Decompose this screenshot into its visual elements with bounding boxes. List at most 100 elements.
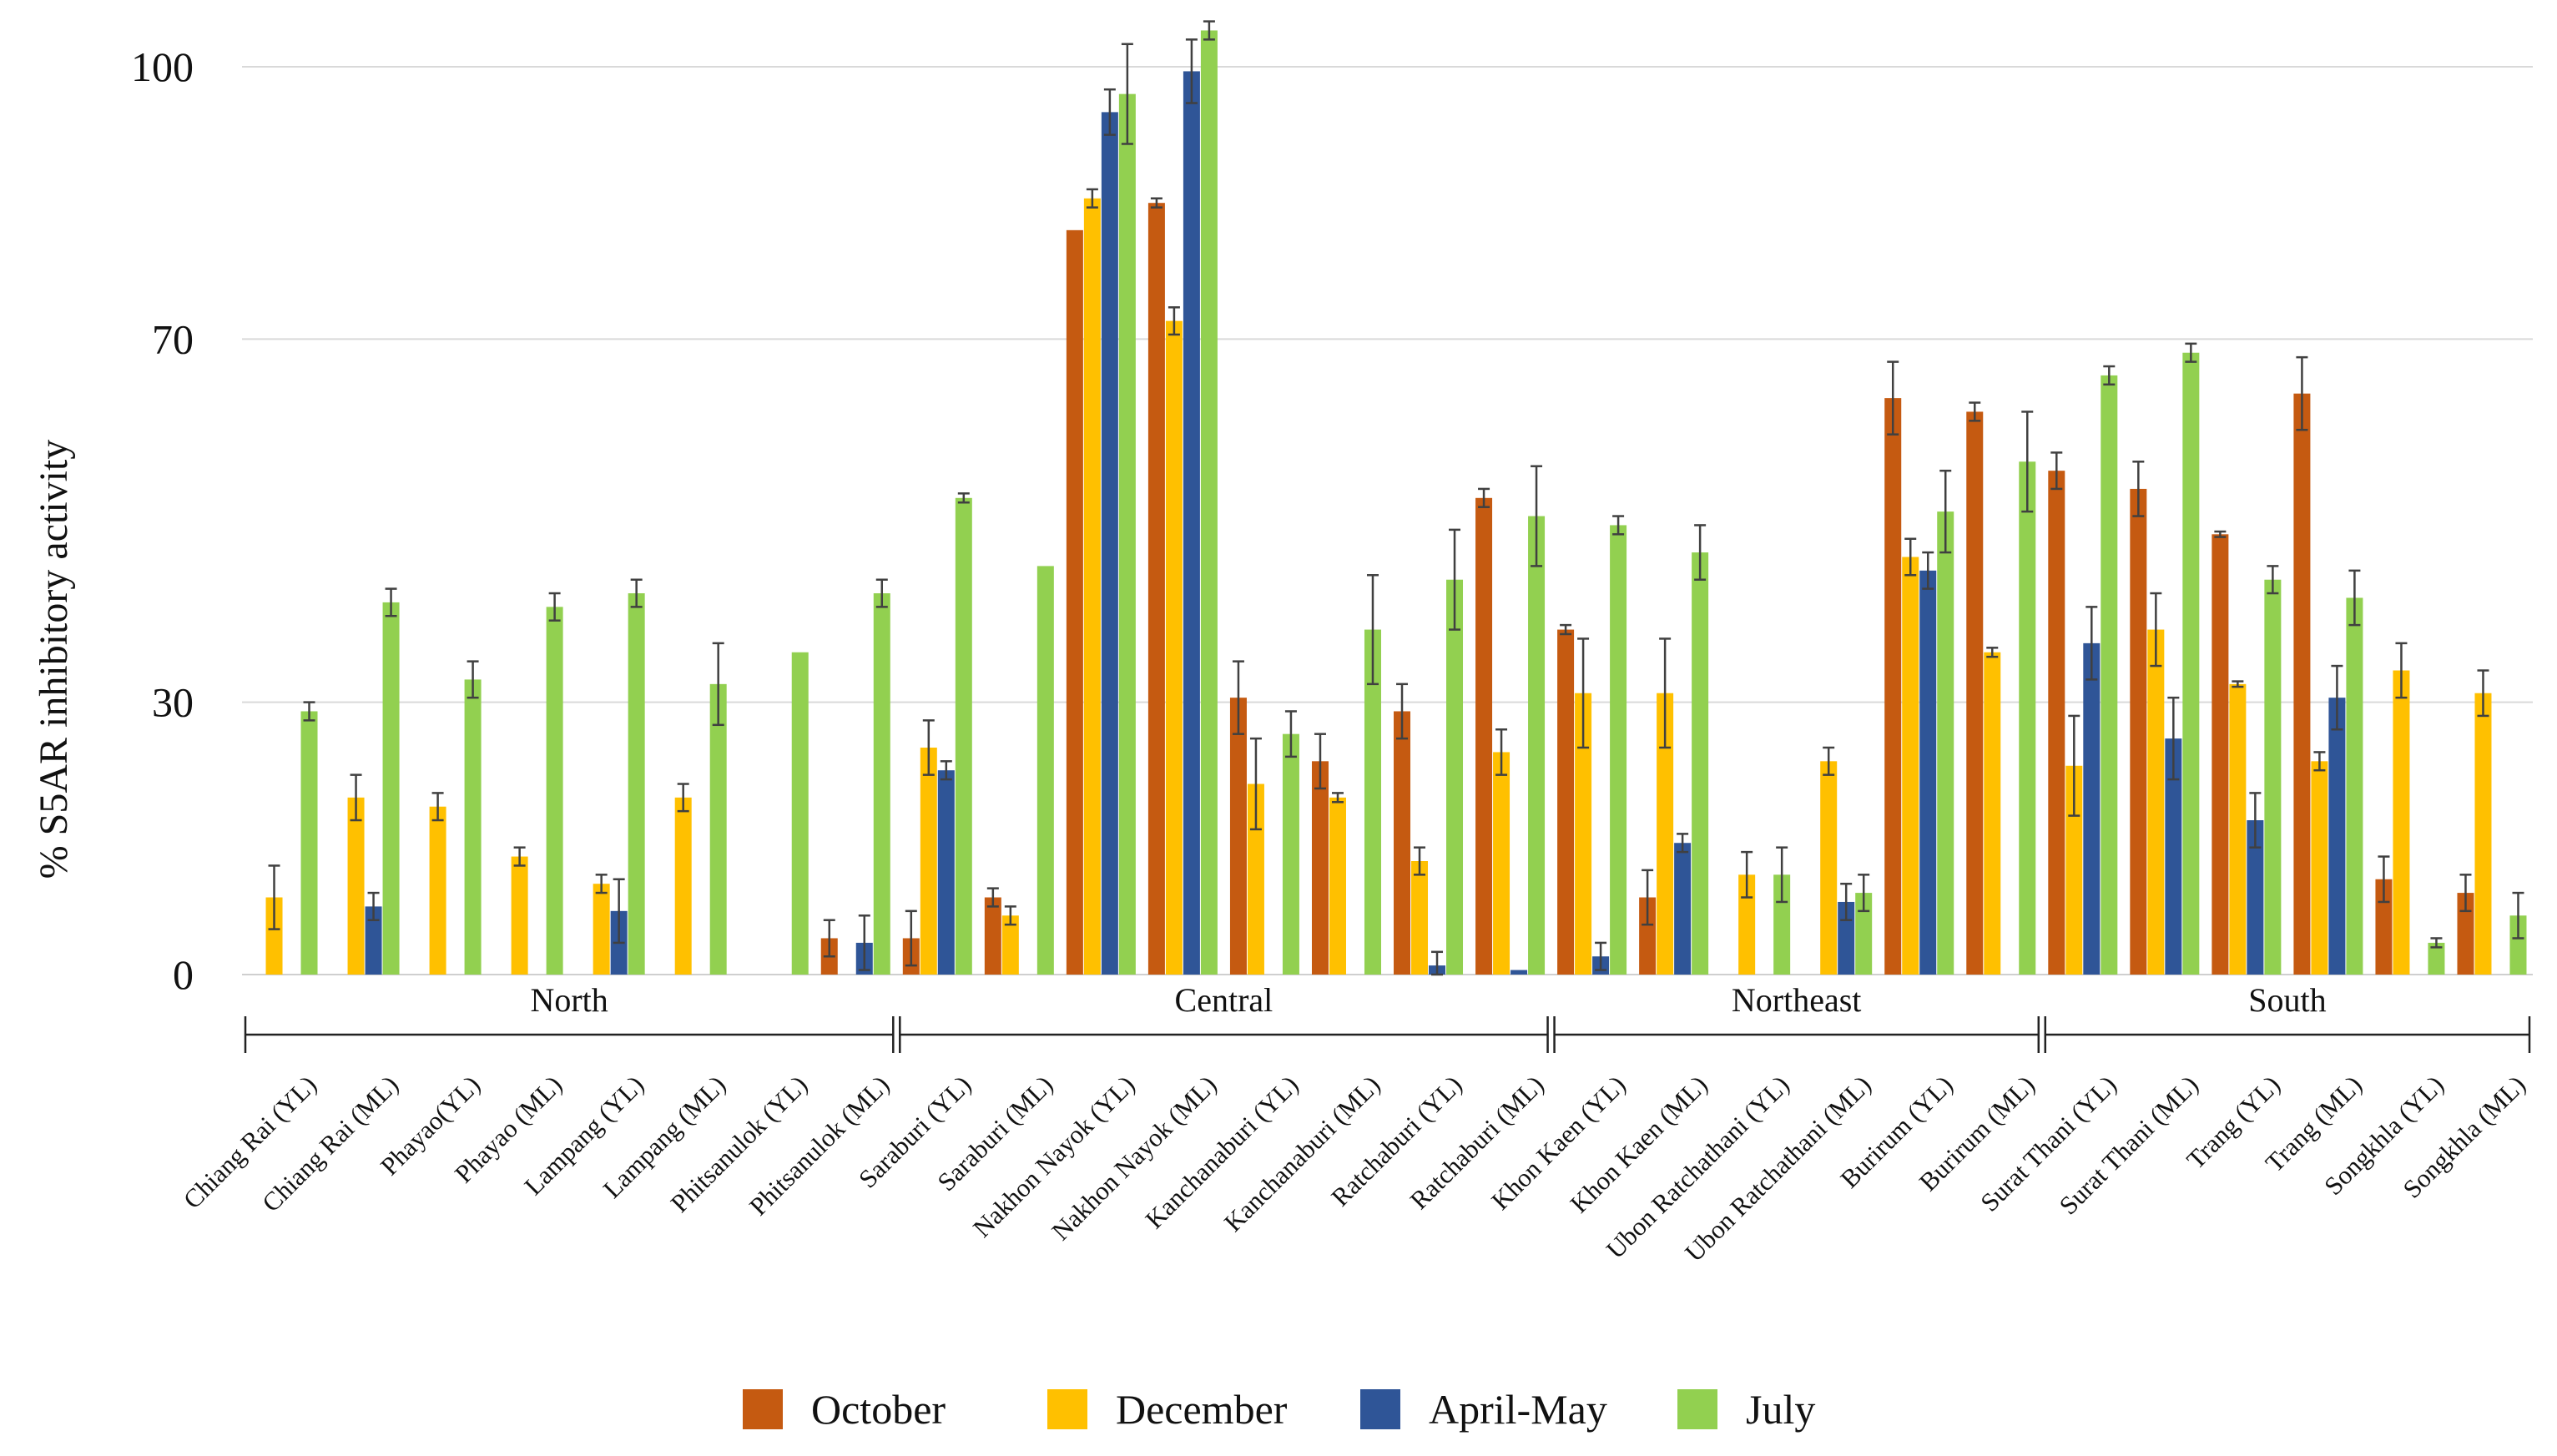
bar bbox=[1820, 761, 1838, 975]
bar bbox=[1773, 874, 1791, 975]
error-bar bbox=[1366, 574, 1379, 686]
error-bar bbox=[1150, 197, 1163, 209]
bar bbox=[2229, 683, 2247, 975]
bar bbox=[1247, 783, 1264, 975]
category-label: Phitsanulok (YL) bbox=[665, 1070, 814, 1218]
bar bbox=[1575, 693, 1592, 975]
error-bar bbox=[2430, 937, 2443, 949]
error-bar bbox=[712, 642, 724, 727]
bar bbox=[347, 797, 365, 975]
bar bbox=[1101, 112, 1118, 975]
bar bbox=[1083, 198, 1101, 975]
bar bbox=[1475, 497, 1493, 975]
bar bbox=[1919, 570, 1937, 975]
bar bbox=[1610, 525, 1627, 975]
category-label: Phitsanulok (ML) bbox=[744, 1070, 895, 1221]
bar bbox=[920, 748, 937, 975]
legend-swatch bbox=[743, 1389, 783, 1429]
bar bbox=[2101, 375, 2118, 975]
category-label: Khon Kaen (ML) bbox=[1564, 1070, 1712, 1218]
error-bar bbox=[2378, 855, 2390, 904]
error-bar bbox=[2348, 569, 2361, 627]
error-bar bbox=[1396, 683, 1409, 740]
bar bbox=[2212, 534, 2229, 975]
bar bbox=[1183, 71, 1200, 975]
bar bbox=[1229, 698, 1247, 975]
legend-swatch bbox=[1360, 1389, 1400, 1429]
bar bbox=[2083, 642, 2101, 975]
bar bbox=[2247, 820, 2264, 975]
error-bar bbox=[1939, 469, 1952, 554]
bar bbox=[1884, 398, 1902, 975]
error-bar bbox=[875, 578, 888, 608]
x-axis-category-labels: Chiang Rai (YL)Chiang Rai (ML)Phayao(YL)… bbox=[178, 1070, 2531, 1267]
bar bbox=[1394, 711, 1411, 975]
region-label: South bbox=[2248, 981, 2326, 1019]
error-bar bbox=[1449, 528, 1461, 631]
error-bar bbox=[431, 792, 444, 822]
error-bar bbox=[2395, 642, 2408, 699]
error-bar bbox=[385, 587, 397, 617]
error-bar bbox=[2249, 792, 2262, 849]
bar bbox=[937, 770, 955, 975]
error-bar bbox=[2267, 565, 2279, 595]
y-axis-label: % S5AR inhibitory activity bbox=[32, 440, 76, 879]
category-label: Kanchanaburi (YL) bbox=[1139, 1070, 1304, 1234]
bar bbox=[1036, 566, 1054, 975]
error-bar bbox=[1314, 733, 1326, 790]
bar bbox=[546, 607, 563, 975]
bar bbox=[1855, 893, 1873, 975]
bar bbox=[1001, 915, 1019, 975]
bar bbox=[2182, 352, 2200, 975]
error-bar bbox=[1969, 401, 1981, 422]
bar bbox=[1493, 752, 1510, 975]
error-bar bbox=[513, 846, 526, 867]
error-bar bbox=[595, 874, 608, 894]
bar bbox=[1528, 516, 1546, 975]
bar bbox=[1902, 557, 1919, 975]
category-label: Kanchanaburi (ML) bbox=[1218, 1070, 1386, 1237]
bar bbox=[2019, 461, 2036, 975]
region-label: Northeast bbox=[1732, 981, 1862, 1019]
error-bar bbox=[1776, 846, 1788, 904]
bar bbox=[628, 593, 645, 975]
bar bbox=[300, 711, 318, 975]
error-bar bbox=[630, 578, 643, 608]
error-bar bbox=[1203, 20, 1215, 41]
bar bbox=[2048, 471, 2065, 975]
y-tick-label: 100 bbox=[131, 43, 194, 90]
error-bar bbox=[1103, 88, 1116, 136]
legend-label: July bbox=[1746, 1386, 1815, 1433]
bar bbox=[1066, 229, 1083, 975]
bar bbox=[1738, 874, 1756, 975]
error-bar bbox=[1168, 306, 1180, 336]
bar bbox=[2457, 893, 2474, 975]
error-bar bbox=[1741, 850, 1753, 899]
error-bar bbox=[1331, 792, 1344, 804]
bar bbox=[2375, 879, 2393, 975]
region-label: Central bbox=[1175, 981, 1273, 1019]
error-bar bbox=[2477, 669, 2489, 718]
region-label: North bbox=[530, 981, 608, 1019]
error-bar bbox=[2296, 355, 2308, 431]
error-bar bbox=[1185, 38, 1198, 104]
bar bbox=[1282, 733, 1299, 975]
category-label: Surat Thani (ML) bbox=[2054, 1070, 2204, 1220]
bar bbox=[2328, 698, 2346, 975]
error-bar bbox=[1986, 647, 1999, 658]
error-bar bbox=[2232, 680, 2244, 688]
bar bbox=[674, 797, 692, 975]
bar bbox=[2474, 693, 2492, 975]
bar bbox=[1937, 511, 1954, 975]
error-bar bbox=[1840, 882, 1853, 921]
bar bbox=[511, 856, 528, 975]
error-bar bbox=[677, 783, 689, 813]
error-bar bbox=[1612, 515, 1625, 536]
legend-label: October bbox=[811, 1386, 946, 1433]
error-bar bbox=[2050, 451, 2063, 491]
bar bbox=[2165, 738, 2182, 975]
region-bracket: South bbox=[2044, 981, 2531, 1053]
bar bbox=[1639, 897, 1657, 975]
y-tick-label: 0 bbox=[173, 951, 194, 998]
error-bar bbox=[858, 914, 870, 971]
